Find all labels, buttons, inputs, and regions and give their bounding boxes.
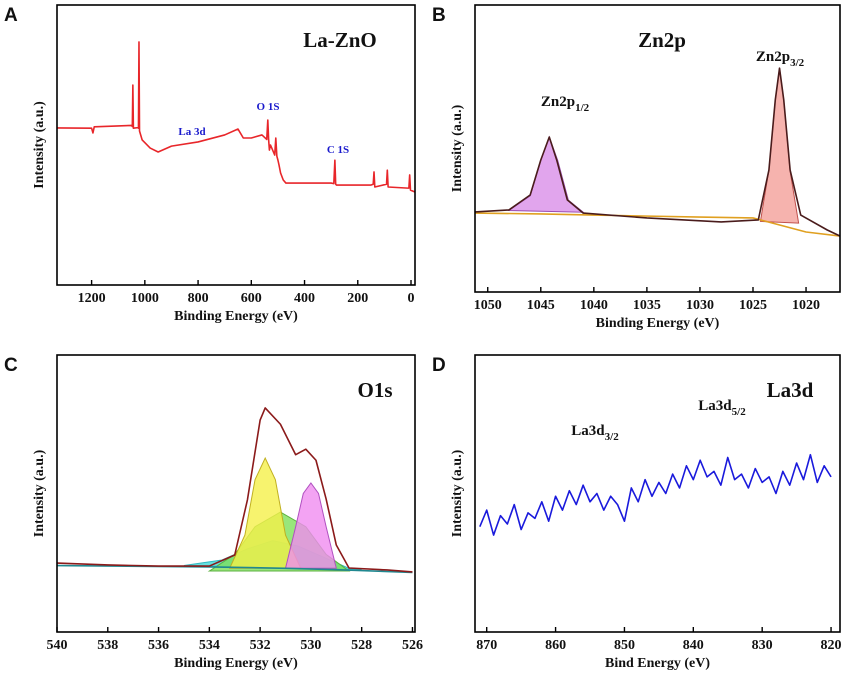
x-tick-label: 1030 [686, 298, 714, 313]
annotation-subscript: 1/2 [575, 102, 590, 114]
y-axis-label: Intensity (a.u.) [450, 449, 465, 537]
annotation: La3d5/2 [698, 398, 746, 417]
annotation-subscript: 3/2 [605, 431, 620, 443]
peak-area [507, 135, 585, 213]
x-tick-label: 532 [250, 638, 271, 653]
x-tick-label: 600 [241, 291, 262, 306]
spectrum-line [475, 212, 840, 237]
plot-frame [56, 4, 416, 286]
annotation-text: O 1S [257, 101, 280, 113]
x-tick-label: 1040 [580, 298, 608, 313]
x-axis-label: Binding Energy (eV) [174, 309, 298, 324]
x-tick-label: 1025 [739, 298, 767, 313]
annotation: C 1S [327, 144, 349, 156]
plot-area [57, 407, 413, 574]
panel-letter: C [4, 355, 18, 376]
x-tick-label: 1035 [633, 298, 661, 313]
x-tick-label: 0 [408, 291, 415, 306]
panel-letter: B [432, 5, 446, 26]
annotation-subscript: 3/2 [790, 57, 805, 69]
x-tick-label: 860 [545, 638, 566, 653]
annotation: La3d3/2 [571, 423, 619, 442]
panel-letter: D [432, 355, 446, 376]
annotation: O 1S [257, 101, 280, 113]
x-tick-label: 540 [47, 638, 68, 653]
x-tick-label: 1020 [792, 298, 820, 313]
annotation-text: La3d [698, 398, 732, 414]
x-tick-label: 536 [148, 638, 169, 653]
x-tick-label: 526 [402, 638, 423, 653]
plot-frame [56, 354, 416, 633]
annotation: Zn2p3/2 [756, 49, 805, 68]
annotation-text: Zn2p [756, 49, 790, 65]
annotation: Zn2p1/2 [541, 94, 590, 113]
spectrum-line [479, 453, 832, 536]
panel-title: O1s [357, 378, 392, 402]
panel-letter: A [4, 5, 18, 26]
x-axis-label: Binding Energy (eV) [174, 656, 298, 671]
x-tick-label: 534 [199, 638, 220, 653]
x-tick-label: 1000 [131, 291, 159, 306]
plot-area [475, 67, 840, 237]
x-tick-label: 400 [294, 291, 315, 306]
plot-area [479, 453, 832, 536]
x-tick-label: 820 [821, 638, 842, 653]
panel-title: La3d [767, 378, 814, 402]
plot-area [57, 41, 415, 193]
x-tick-label: 1045 [527, 298, 555, 313]
spectrum-line [57, 41, 415, 193]
peak-area [284, 482, 337, 569]
x-tick-label: 530 [300, 638, 321, 653]
annotation-text: La3d [571, 423, 605, 439]
x-tick-label: 830 [752, 638, 773, 653]
x-tick-label: 538 [97, 638, 118, 653]
x-tick-label: 1050 [474, 298, 502, 313]
x-tick-label: 528 [351, 638, 372, 653]
x-tick-label: 200 [347, 291, 368, 306]
annotation-text: Zn2p [541, 94, 575, 110]
spectrum-line [475, 67, 840, 237]
x-axis-label: Bind Energy (eV) [605, 656, 710, 671]
x-tick-label: 850 [614, 638, 635, 653]
y-axis-label: Intensity (a.u.) [32, 449, 47, 537]
x-tick-label: 870 [476, 638, 497, 653]
y-axis-label: Intensity (a.u.) [32, 101, 47, 189]
x-tick-label: 800 [188, 291, 209, 306]
annotation-text: C 1S [327, 144, 349, 156]
annotation-text: La 3d [178, 126, 205, 138]
plot-frame [474, 354, 841, 633]
annotation: La 3d [178, 126, 205, 138]
x-tick-label: 1200 [78, 291, 106, 306]
x-axis-label: Binding Energy (eV) [596, 316, 720, 331]
panel-title: La-ZnO [303, 28, 377, 52]
annotation-subscript: 5/2 [732, 406, 747, 418]
panel-title: Zn2p [638, 28, 686, 52]
x-tick-label: 840 [683, 638, 704, 653]
spectrum-line [57, 407, 413, 573]
plot-frame [474, 4, 841, 293]
peak-area [759, 68, 800, 224]
y-axis-label: Intensity (a.u.) [450, 104, 465, 192]
